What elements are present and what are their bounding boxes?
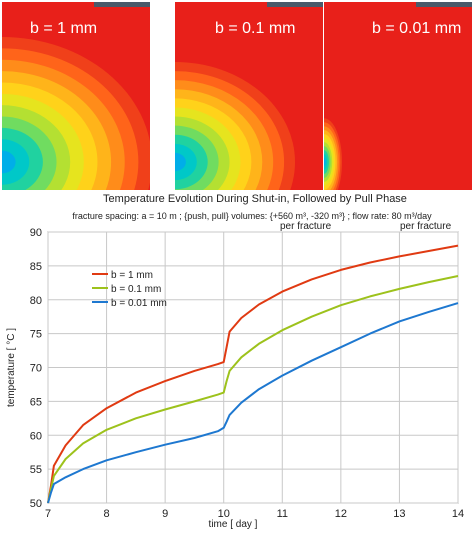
x-tick-label: 13: [393, 508, 405, 520]
contour-panel-1: b = 1 mm: [2, 2, 150, 190]
y-tick-label: 75: [30, 329, 42, 341]
x-tick-label: 11: [277, 508, 288, 520]
temperature-contour-3: [324, 2, 472, 190]
panel-top-bar: [94, 2, 150, 7]
x-tick-label: 7: [45, 508, 51, 520]
temperature-chart: 7 8 9 10 11 12 13 14 50 55 60 65 70 75 80 85 90 Temperatu…: [0, 190, 474, 535]
series-line: [47, 302, 459, 504]
temperature-contour-1: [2, 2, 150, 190]
panel-top-bar: [267, 2, 323, 7]
annotation-right: per fracture: [400, 221, 452, 232]
chart-subtitle: fracture spacing: a = 10 m ; {push, pull…: [72, 211, 432, 221]
panel-background: [324, 2, 472, 190]
y-tick-label: 80: [30, 295, 42, 307]
y-tick-label: 50: [30, 498, 42, 510]
legend-label: b = 0.01 mm: [111, 298, 167, 309]
panel-top-bar: [416, 2, 472, 7]
chart-svg: 7 8 9 10 11 12 13 14 50 55 60 65 70 75 80 85 90 Temperatu…: [6, 193, 464, 530]
panel-label-2: b = 0.1 mm: [215, 20, 296, 37]
temperature-contour-2: [175, 2, 323, 190]
contour-band: [324, 158, 326, 166]
series-line: [47, 244, 459, 504]
y-tick-label: 60: [30, 430, 42, 442]
annotation-left: per fracture: [280, 221, 332, 232]
y-tick-label: 65: [30, 396, 42, 408]
chart-title: Temperature Evolution During Shut-in, Fo…: [103, 193, 407, 205]
panel-label-3: b = 0.01 mm: [372, 20, 462, 37]
x-tick-label: 12: [335, 508, 347, 520]
legend-label: b = 1 mm: [111, 270, 153, 281]
y-tick-label: 55: [30, 464, 42, 476]
contour-panel-2: b = 0.1 mm: [175, 2, 323, 190]
y-axis-label: temperature [ °C ]: [6, 328, 17, 407]
y-tick-label: 70: [30, 363, 42, 375]
x-tick-label: 14: [452, 508, 464, 520]
x-tick-label: 9: [162, 508, 168, 520]
contour-band: [2, 150, 16, 174]
y-tick-label: 90: [30, 227, 42, 239]
x-tick-label: 8: [104, 508, 110, 520]
contour-panel-3: b = 0.01 mm: [324, 2, 472, 190]
x-axis-label: time [ day ]: [209, 519, 258, 530]
panel-label-1: b = 1 mm: [30, 20, 98, 37]
x-tick-label: 10: [218, 508, 230, 520]
legend-label: b = 0.1 mm: [111, 284, 161, 295]
y-tick-label: 85: [30, 261, 42, 273]
contour-band: [175, 152, 186, 172]
series-line: [47, 275, 459, 504]
